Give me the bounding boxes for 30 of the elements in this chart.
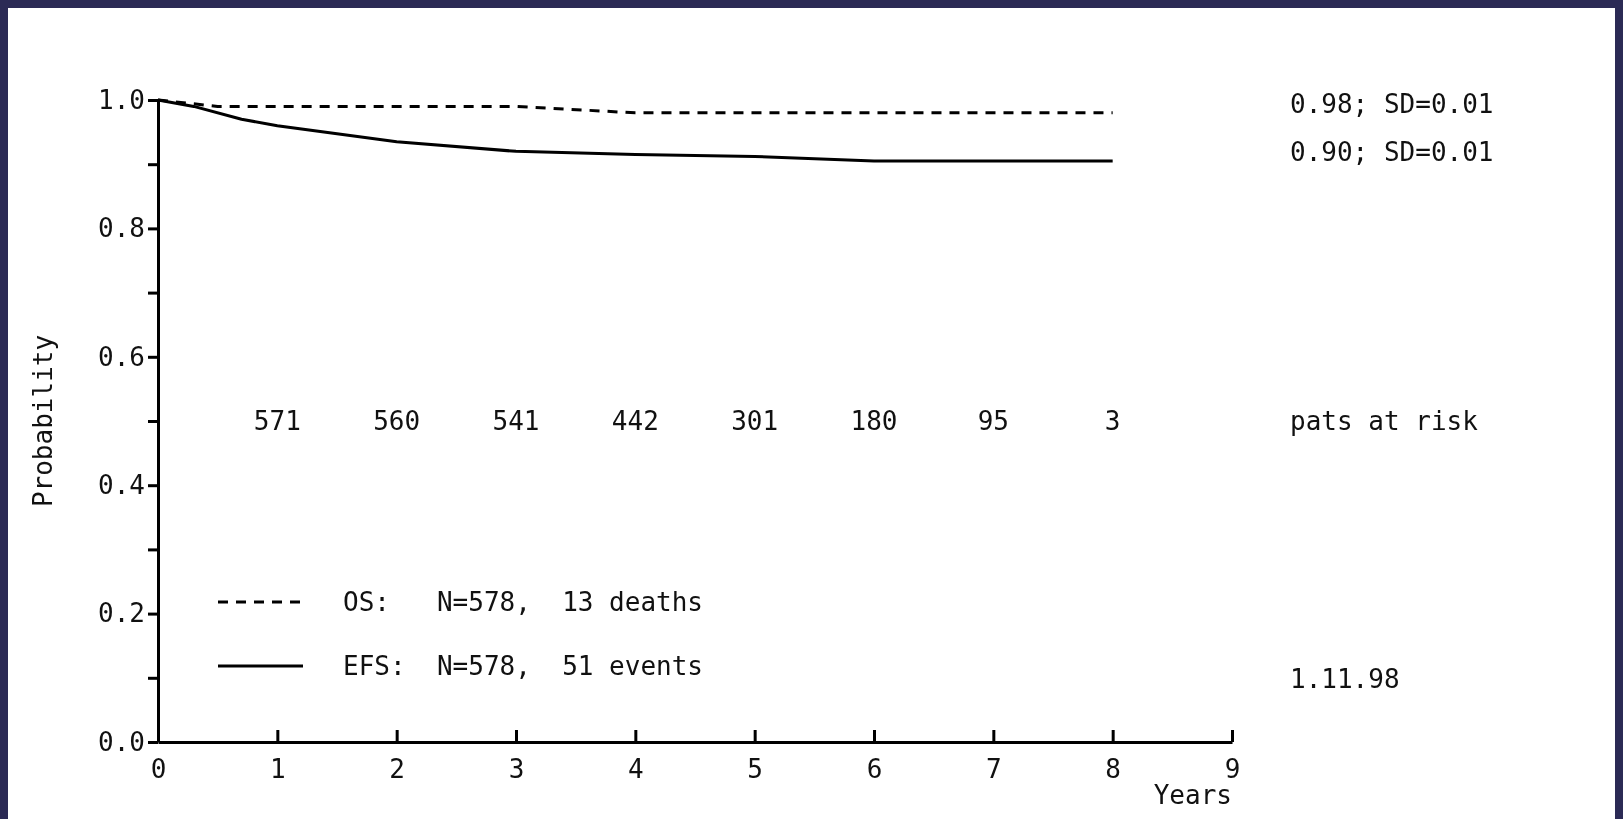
y-tick-label: 0.6 — [98, 341, 145, 372]
y-tick-label: 1.0 — [98, 84, 145, 115]
x-tick-label: 8 — [1105, 754, 1121, 785]
x-tick-label: 0 — [150, 754, 167, 785]
text: 0.90; SD=0.01 — [1290, 137, 1494, 167]
text: pats at risk — [1290, 406, 1479, 436]
y-tick-label: 0.2 — [98, 598, 145, 629]
x-tick-label: 4 — [628, 754, 644, 785]
annotation: 560 — [373, 406, 421, 436]
annotation: 301 — [731, 406, 779, 436]
x-tick-label: 2 — [389, 754, 405, 785]
text: 1.11.98 — [1290, 664, 1400, 694]
annotation: 541 — [492, 406, 540, 436]
annotation: 3 — [1104, 406, 1121, 436]
x-tick-label: 6 — [866, 754, 883, 785]
legend-label: EFS: N=578, 51 events — [343, 651, 704, 681]
y-tick-label: 0.0 — [98, 726, 145, 757]
x-tick-label: 5 — [747, 754, 763, 785]
text: 0.98; SD=0.01 — [1290, 89, 1494, 119]
x-tick-label: 7 — [986, 754, 1002, 785]
legend-label: OS: N=578, 13 deaths — [343, 587, 704, 617]
y-tick-label: 0.4 — [98, 470, 145, 501]
annotation: 571 — [253, 406, 301, 436]
y-axis-title: Probability — [28, 334, 58, 508]
annotation: 95 — [977, 406, 1009, 436]
annotation: 442 — [611, 406, 659, 436]
y-tick-label: 0.8 — [98, 213, 145, 244]
x-tick-label: 1 — [270, 754, 286, 785]
x-tick-label: 3 — [508, 754, 525, 785]
annotation: 180 — [850, 406, 898, 436]
